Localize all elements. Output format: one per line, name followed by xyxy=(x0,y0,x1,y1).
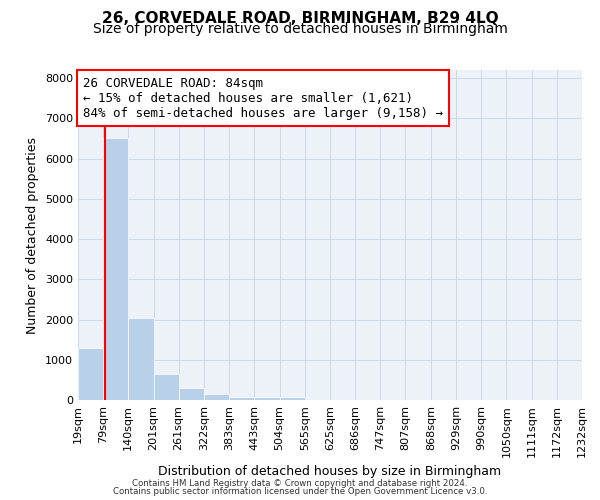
Text: Contains public sector information licensed under the Open Government Licence v3: Contains public sector information licen… xyxy=(113,487,487,496)
Bar xyxy=(204,394,229,400)
X-axis label: Distribution of detached houses by size in Birmingham: Distribution of detached houses by size … xyxy=(158,465,502,478)
Text: 26, CORVEDALE ROAD, BIRMINGHAM, B29 4LQ: 26, CORVEDALE ROAD, BIRMINGHAM, B29 4LQ xyxy=(101,11,499,26)
Text: Size of property relative to detached houses in Birmingham: Size of property relative to detached ho… xyxy=(92,22,508,36)
Bar xyxy=(78,348,103,400)
Bar xyxy=(154,374,179,400)
Bar xyxy=(128,318,154,400)
Bar xyxy=(254,397,280,400)
Bar xyxy=(229,397,254,400)
Bar xyxy=(103,138,128,400)
Y-axis label: Number of detached properties: Number of detached properties xyxy=(26,136,40,334)
Text: 26 CORVEDALE ROAD: 84sqm
← 15% of detached houses are smaller (1,621)
84% of sem: 26 CORVEDALE ROAD: 84sqm ← 15% of detach… xyxy=(83,76,443,120)
Bar xyxy=(280,397,305,400)
Bar xyxy=(179,388,204,400)
Text: Contains HM Land Registry data © Crown copyright and database right 2024.: Contains HM Land Registry data © Crown c… xyxy=(132,478,468,488)
